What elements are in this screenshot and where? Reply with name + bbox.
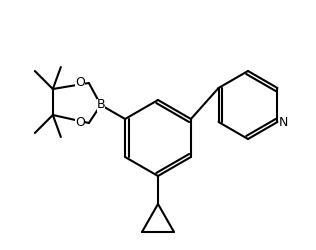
Text: O: O <box>75 116 85 130</box>
Text: N: N <box>278 116 288 128</box>
Text: O: O <box>75 76 85 90</box>
Text: B: B <box>96 98 105 112</box>
